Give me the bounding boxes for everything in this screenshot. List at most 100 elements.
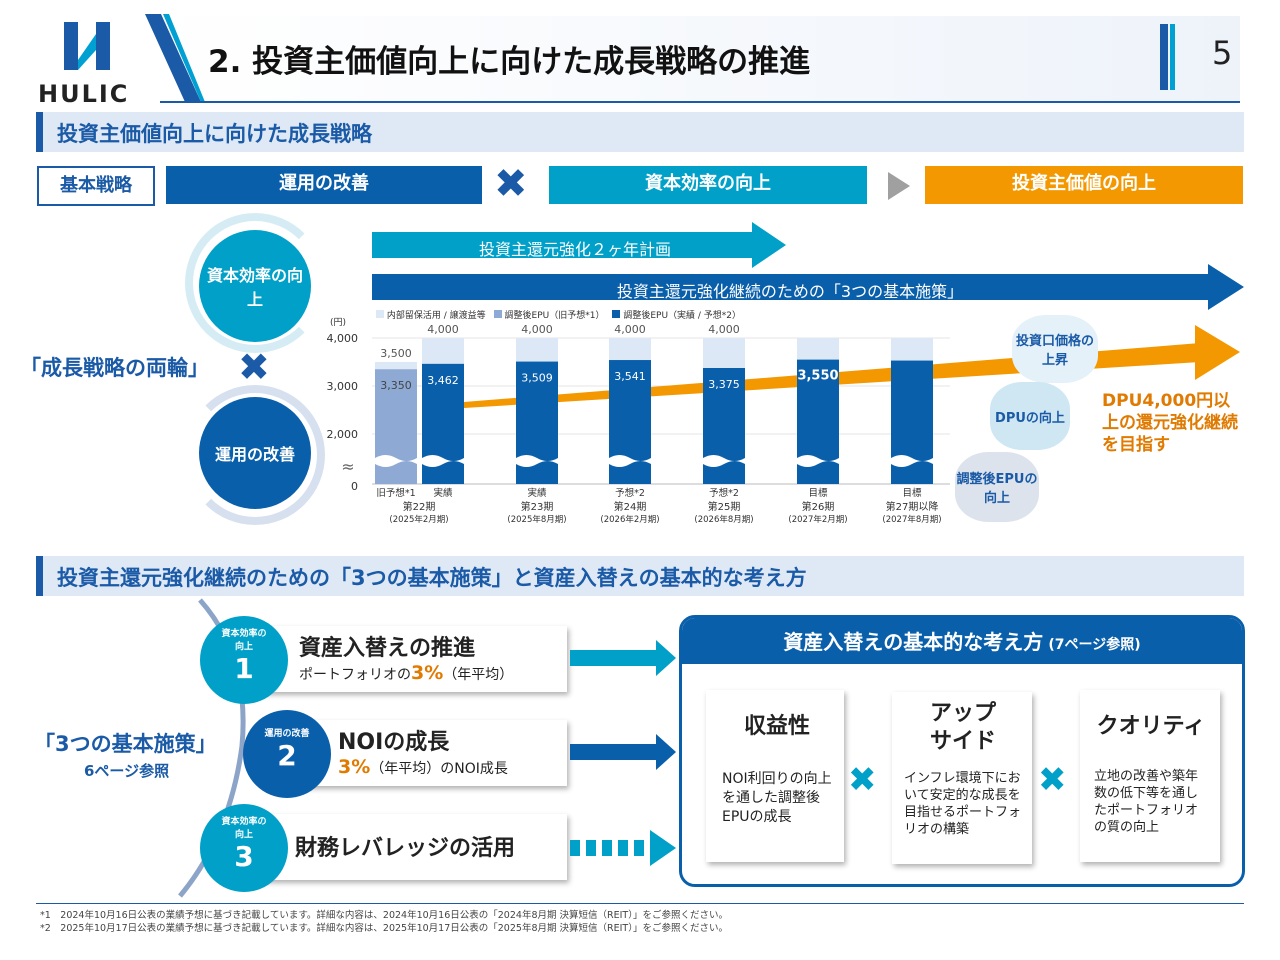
bar-retained [375,362,417,370]
policy-title: 資産入替えの基本的な考え方 [783,630,1044,654]
bar-total-label: 4,000 [427,323,459,336]
strategy-capital-efficiency: 資本効率の向上 [549,166,867,204]
policy-card-upside: アップサイド インフレ環境下において安定的な成長を目指せるポートフォリオの構築 [892,692,1032,864]
bar-retained [891,338,933,361]
y-tick-label: 4,000 [327,332,359,345]
gear-epu: 調整後EPUの向上 [955,452,1039,522]
arrow-3-measures: 投資主還元強化継続のための「3つの基本施策」 [616,282,964,301]
three-measures-label: 「3つの基本施策」 [34,732,217,756]
bar-break [422,455,464,467]
bar-value-label: 3,375 [708,378,740,391]
footnote-2: *2 2025年10月17日公表の業績予想に基づき記載しています。詳細な内容は、… [40,923,728,934]
logo-text: HULIC [38,80,130,108]
cross-icon: ✖ [238,345,270,389]
basic-strategy-label: 基本戦略 [37,166,155,206]
page-number-bar [1160,24,1168,90]
x-period-label: 第22期 [403,500,436,513]
play-arrow-icon [888,172,910,200]
strategy-operation: 運用の改善 [166,166,482,204]
bar-value-label: 3,550 [797,369,838,384]
x-date-label: (2027年8月期) [882,514,941,525]
bar-total-label: 4,000 [521,323,553,336]
x-category-label: 目標 [808,487,828,499]
x-date-label: (2026年2月期) [600,514,659,525]
logo: HULIC [38,20,142,108]
measure-card-2: NOIの成長 3%（年平均）のNOI成長 [300,720,567,786]
measure-card-1: 資産入替えの推進 ポートフォリオの3%（年平均） [255,626,567,692]
header-rule [160,101,1240,103]
policy-box: 資産入替えの基本的な考え方 (7ページ参照) [679,615,1245,887]
legend-epu: 調整後EPU（実績 / 予想*2） [623,311,742,321]
gear-operation: 運用の改善 [205,403,305,503]
header-band [150,16,1240,102]
page-title: 2. 投資主価値向上に向けた成長戦略の推進 [208,44,811,80]
bar-total-label: 3,500 [380,347,412,360]
measure-arrows [570,640,676,866]
cross-icon: ✖ [848,760,877,800]
x-date-label: (2026年8月期) [694,514,753,525]
cross-icon: ✖ [494,161,528,207]
x-category-label: 旧予想*1 [376,487,415,499]
bar-retained [609,338,651,361]
policy-card-profitability: 収益性 NOI利回りの向上を通した調整後EPUの成長 [706,690,844,862]
legend-retained: 内部留保活用 / 譲渡益等 [386,311,486,321]
bar-value-label: 3,350 [380,379,412,392]
trend-arrow-head [1195,325,1240,380]
chart-legend: 内部留保活用 / 譲渡益等 調整後EPU（旧予想*1） 調整後EPU（実績 / … [376,308,741,321]
footnote-1: *1 2024年10月16日公表の業績予想に基づき記載しています。詳細な内容は、… [40,910,728,921]
measure-number-1: 資本効率の向上 1 [200,616,288,704]
axis-break-icon: ≈ [341,457,354,476]
x-period-label: 第23期 [521,500,554,513]
section-heading: 投資主還元強化継続のための「3つの基本施策」と資産入替えの基本的な考え方 [36,556,1244,596]
x-date-label: (2025年2月期) [389,514,448,525]
bar-value-label: 3,509 [521,372,553,385]
x-date-label: (2025年8月期) [507,514,566,525]
cross-icon: ✖ [1038,760,1067,800]
x-category-label: 予想*2 [709,487,739,499]
bar-value-label: 3,462 [427,374,459,387]
measure-number-3: 資本効率の向上 3 [200,804,288,892]
measure-number-2: 運用の改善 2 [243,710,331,798]
bar-retained [797,338,839,360]
bar-break [891,455,933,467]
x-date-label: (2027年2月期) [788,514,847,525]
strategy-unitholder-value: 投資主価値の向上 [925,166,1243,204]
bar-retained [422,338,464,364]
measure-card-3: 財務レバレッジの活用 [255,814,567,880]
header-slash [145,14,205,102]
bar-break [516,455,558,467]
y-tick-label: 0 [351,480,358,493]
bar-break [703,455,745,467]
x-category-label: 目標 [902,487,922,499]
legend-old-forecast: 調整後EPU（旧予想*1） [504,311,605,321]
arrow-2year-plan: 投資主還元強化２ヶ年計画 [478,240,671,259]
x-period-label: 第27期以降 [886,500,939,513]
x-category-label: 実績 [433,487,453,499]
bar-break [609,455,651,467]
gear-capital-efficiency: 資本効率の向上 [205,236,305,336]
see-page-6: 6ページ参照 [84,762,170,780]
epu-chart: 4,0003,0002,0000≈3,5003,350旧予想*1第22期(202… [327,323,1240,525]
two-wheels-label: 「成長戦略の両輪」 [20,356,209,380]
bar-value-label: 3,541 [614,370,646,383]
logo-mark [64,22,110,70]
bar-break [797,455,839,467]
x-category-label: 実績 [527,487,547,499]
y-tick-label: 2,000 [327,428,359,441]
policy-ref: (7ページ参照) [1048,637,1141,653]
y-tick-label: 3,000 [327,380,359,393]
x-period-label: 第26期 [802,500,835,513]
bar-total-label: 4,000 [708,323,740,336]
bar-retained [703,338,745,368]
x-period-label: 第25期 [708,500,741,513]
page-number: 5 [1212,34,1233,72]
plan-arrows [372,222,1244,310]
gear-unit-price: 投資口価格の上昇 [1012,315,1098,383]
section-heading: 投資主価値向上に向けた成長戦略 [36,112,1244,152]
bar-retained [516,338,558,362]
bar-total-label: 4,000 [614,323,646,336]
policy-card-quality: クオリティ 立地の改善や築年数の低下等を通したポートフォリオの質の向上 [1080,690,1220,862]
x-category-label: 予想*2 [615,487,645,499]
bar-break [375,455,417,467]
gear-dpu: DPUの向上 [990,382,1070,450]
